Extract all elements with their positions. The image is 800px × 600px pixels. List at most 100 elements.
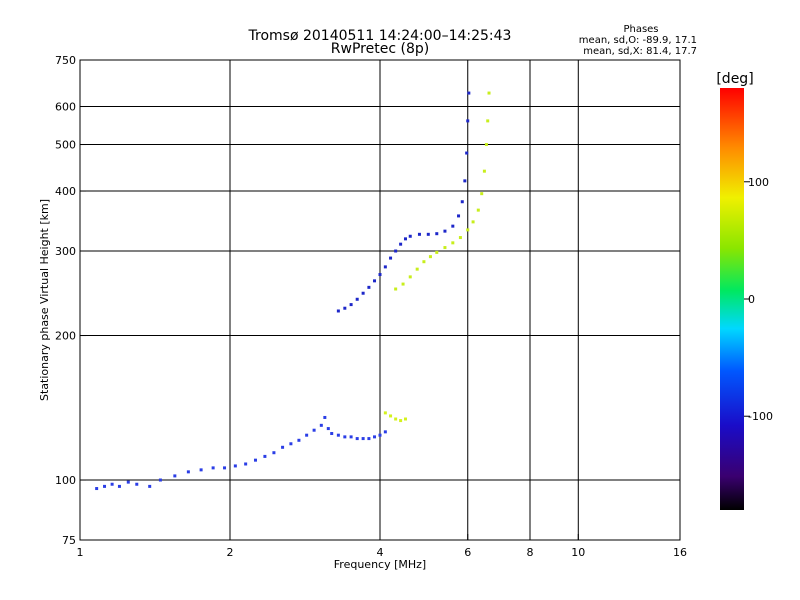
data-point bbox=[467, 91, 471, 95]
data-point bbox=[394, 287, 398, 291]
data-point bbox=[272, 451, 276, 455]
data-point bbox=[148, 484, 152, 488]
data-point bbox=[389, 414, 393, 418]
chart-subtitle: RwPretec (8p) bbox=[331, 41, 429, 57]
data-point bbox=[117, 484, 121, 488]
y-tick-label: 200 bbox=[55, 330, 76, 343]
data-point bbox=[383, 430, 387, 434]
data-point bbox=[415, 267, 419, 271]
data-point bbox=[408, 275, 412, 279]
data-point bbox=[253, 458, 257, 462]
data-point bbox=[355, 437, 359, 441]
data-point bbox=[463, 179, 467, 183]
y-tick-label: 100 bbox=[55, 474, 76, 487]
data-point bbox=[486, 119, 490, 123]
x-tick-label: 10 bbox=[571, 546, 585, 559]
data-point bbox=[135, 482, 139, 486]
y-tick-label: 300 bbox=[55, 245, 76, 258]
colorbar-tick-label: -100 bbox=[748, 410, 773, 423]
data-point bbox=[403, 417, 407, 421]
data-point bbox=[458, 236, 462, 240]
y-tick-label: 500 bbox=[55, 139, 76, 152]
data-point bbox=[383, 411, 387, 415]
data-point bbox=[319, 423, 323, 427]
data-point bbox=[443, 229, 447, 233]
x-axis-label: Frequency [MHz] bbox=[334, 558, 426, 571]
data-points bbox=[95, 91, 491, 491]
data-point bbox=[336, 309, 340, 313]
data-point bbox=[383, 265, 387, 269]
data-point bbox=[428, 255, 432, 259]
legend-x-stats: mean, sd,X: 81.4, 17.7 bbox=[583, 46, 697, 57]
grid-lines bbox=[80, 60, 680, 540]
data-point bbox=[361, 291, 365, 295]
data-point bbox=[460, 200, 464, 204]
data-point bbox=[244, 462, 248, 466]
legend-o-stats: mean, sd,O: -89.9, 17.1 bbox=[579, 35, 697, 46]
data-point bbox=[476, 208, 480, 212]
data-point bbox=[110, 482, 114, 486]
data-point bbox=[95, 487, 99, 491]
data-point bbox=[367, 285, 371, 289]
data-point bbox=[457, 214, 461, 218]
data-point bbox=[435, 250, 439, 254]
data-point bbox=[126, 480, 130, 484]
data-point bbox=[297, 438, 301, 442]
data-point bbox=[466, 228, 470, 232]
y-axis-label: Stationary phase Virtual Height [km] bbox=[38, 199, 51, 401]
x-axis-ticks: 1 2 4 6 8 10 16 bbox=[77, 534, 687, 559]
plot-area: 1 2 4 6 8 10 16 75 100 200 300 400 500 600 750 bbox=[55, 54, 687, 559]
data-point bbox=[389, 256, 393, 260]
data-point bbox=[361, 437, 365, 441]
x-tick-label: 16 bbox=[673, 546, 687, 559]
data-point bbox=[466, 119, 470, 123]
data-point bbox=[326, 427, 330, 431]
data-point bbox=[484, 143, 488, 147]
colorbar-tick-label: 0 bbox=[748, 293, 755, 306]
x-tick-label: 2 bbox=[227, 546, 234, 559]
x-tick-label: 1 bbox=[77, 546, 84, 559]
colorbar-label: [deg] bbox=[716, 71, 753, 87]
y-tick-label: 750 bbox=[55, 54, 76, 67]
x-tick-label: 6 bbox=[464, 546, 471, 559]
data-point bbox=[355, 297, 359, 301]
data-point bbox=[343, 435, 347, 439]
data-point bbox=[378, 273, 382, 277]
y-axis-ticks: 75 100 200 300 400 500 600 750 bbox=[55, 54, 86, 547]
data-point bbox=[426, 232, 430, 236]
data-point bbox=[422, 260, 426, 264]
data-point bbox=[289, 442, 293, 446]
data-point bbox=[343, 306, 347, 310]
colorbar bbox=[720, 88, 744, 510]
data-point bbox=[480, 192, 484, 196]
data-point bbox=[281, 445, 285, 449]
data-point bbox=[451, 224, 455, 228]
data-point bbox=[211, 466, 215, 470]
data-point bbox=[199, 468, 203, 472]
data-point bbox=[482, 169, 486, 173]
data-point bbox=[323, 415, 327, 419]
colorbar-ticks: 100 0 -100 bbox=[744, 176, 773, 423]
x-tick-label: 4 bbox=[377, 546, 384, 559]
data-point bbox=[103, 484, 107, 488]
data-point bbox=[373, 279, 377, 283]
data-point bbox=[312, 428, 316, 432]
data-point bbox=[378, 433, 382, 437]
data-point bbox=[263, 454, 267, 458]
data-point bbox=[305, 433, 309, 437]
y-tick-label: 400 bbox=[55, 185, 76, 198]
data-point bbox=[330, 432, 334, 436]
data-point bbox=[394, 249, 398, 253]
legend-title: Phases bbox=[623, 24, 658, 35]
data-point bbox=[435, 232, 439, 236]
data-point bbox=[349, 435, 353, 439]
data-point bbox=[173, 474, 177, 478]
data-point bbox=[417, 232, 421, 236]
data-point bbox=[367, 437, 371, 441]
data-point bbox=[403, 237, 407, 241]
data-point bbox=[399, 419, 403, 423]
data-point bbox=[399, 242, 403, 246]
data-point bbox=[471, 220, 475, 224]
data-point bbox=[158, 478, 162, 482]
data-point bbox=[401, 282, 405, 286]
